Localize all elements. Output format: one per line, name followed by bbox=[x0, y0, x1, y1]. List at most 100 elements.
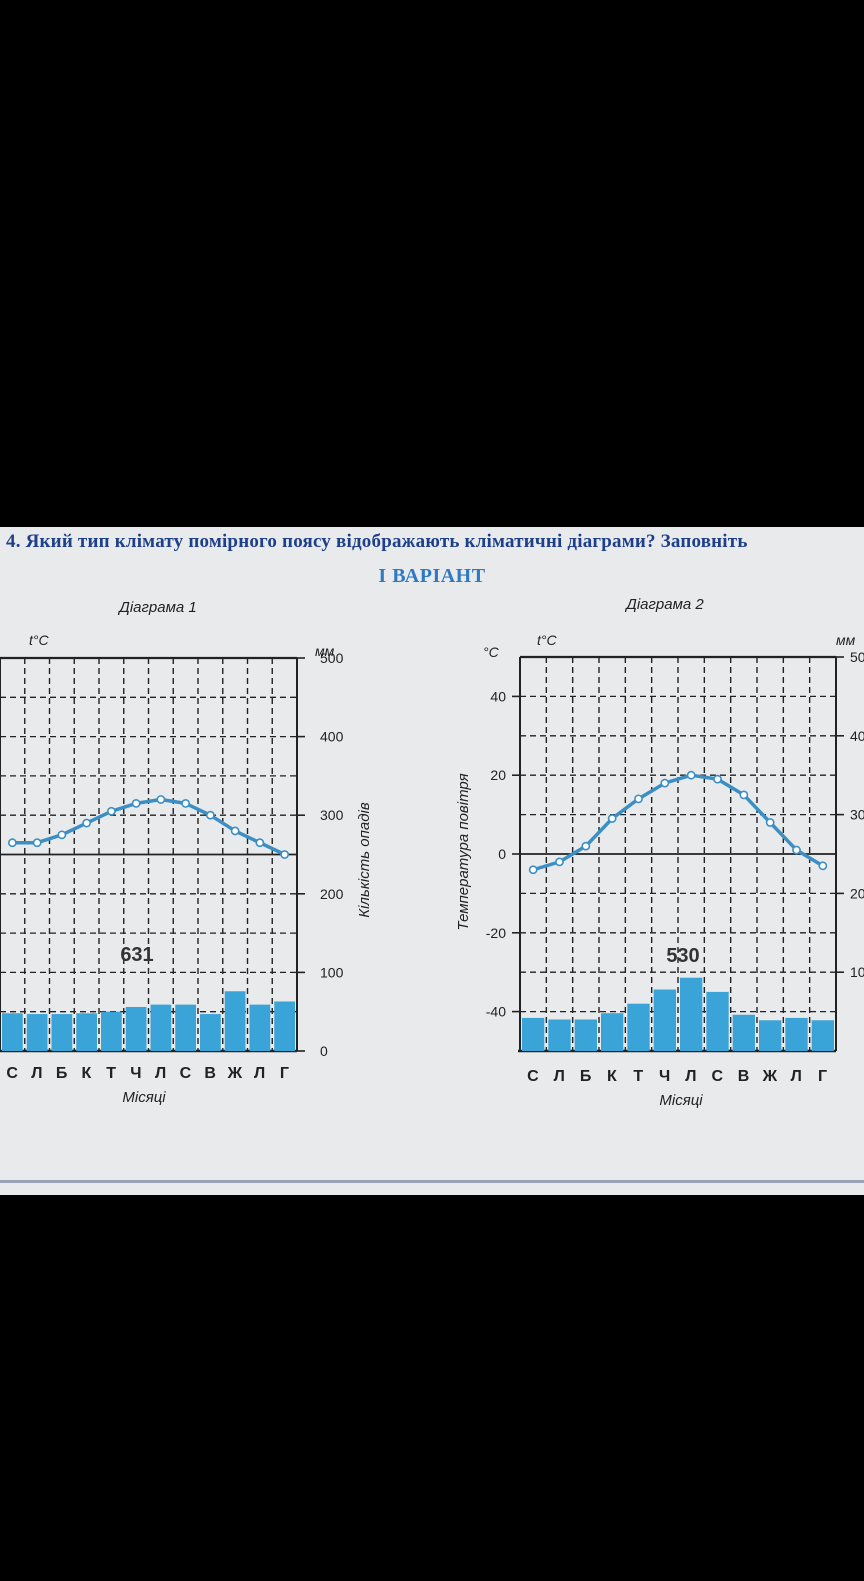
precip-bar bbox=[706, 991, 729, 1051]
precip-bar bbox=[680, 977, 703, 1051]
chart2-x-axis-label: Місяці bbox=[659, 1092, 703, 1109]
precip-bar bbox=[759, 1020, 782, 1051]
chart1-annual-total: 631 bbox=[120, 944, 153, 966]
variant-heading: І ВАРІАНТ bbox=[378, 565, 486, 587]
temp-tick-label: -40 bbox=[486, 1004, 506, 1020]
precip-bar bbox=[76, 1013, 97, 1051]
precip-bar bbox=[601, 1013, 624, 1051]
temp-point bbox=[660, 778, 670, 788]
temp-point bbox=[82, 818, 92, 828]
month-label: К bbox=[607, 1068, 617, 1085]
temp-tick-label: 40 bbox=[490, 688, 506, 704]
temp-tick-label: -20 bbox=[486, 925, 506, 941]
month-label: Т bbox=[633, 1068, 643, 1085]
temp-point bbox=[765, 818, 775, 827]
month-label: С bbox=[6, 1065, 18, 1082]
month-label: Л bbox=[254, 1065, 266, 1082]
temp-point bbox=[57, 830, 67, 840]
precip-bar bbox=[522, 1017, 545, 1051]
precip-tick-label: 200 bbox=[320, 886, 344, 902]
precip-bar bbox=[732, 1014, 755, 1051]
precip-tick-label: 500 bbox=[850, 649, 864, 665]
precip-tick-label: 400 bbox=[320, 729, 344, 745]
chart1-temp-line bbox=[7, 795, 290, 859]
month-label: Л bbox=[31, 1065, 43, 1082]
chart2-annual-total: 530 bbox=[666, 945, 699, 967]
chart2-precip-unit: мм bbox=[836, 632, 856, 648]
month-label: Б bbox=[580, 1068, 592, 1085]
month-label: Г bbox=[818, 1068, 828, 1085]
chart2-temp-ticks: 40 20 0 -20 -40 bbox=[486, 688, 520, 1020]
temp-point bbox=[818, 861, 828, 871]
chart2-grid bbox=[518, 655, 837, 1053]
temp-point bbox=[255, 838, 265, 848]
precip-tick-label: 500 bbox=[320, 650, 344, 666]
temp-curve bbox=[532, 773, 824, 872]
temp-point bbox=[205, 810, 215, 820]
question-text: 4. Який тип клімату помірного поясу відо… bbox=[6, 531, 748, 552]
chart1-precip-bars bbox=[2, 991, 295, 1051]
precip-bar bbox=[811, 1020, 834, 1051]
precip-bar bbox=[101, 1011, 122, 1051]
temp-point bbox=[528, 865, 538, 875]
temp-curve bbox=[12, 797, 286, 857]
month-label: Ж bbox=[762, 1068, 778, 1085]
chart1-precip-unit: мм bbox=[315, 643, 335, 659]
month-label: В bbox=[204, 1065, 216, 1082]
temp-point bbox=[230, 826, 240, 836]
precip-bar bbox=[150, 1004, 172, 1051]
month-label: Л bbox=[685, 1068, 697, 1085]
month-label: К bbox=[81, 1065, 91, 1082]
precip-tick-label: 0 bbox=[320, 1043, 328, 1059]
chart1-x-axis-label: Місяці bbox=[122, 1089, 166, 1106]
temp-point bbox=[581, 841, 591, 851]
precip-tick-label: 100 bbox=[850, 964, 864, 980]
chart2-temp-axis-label: Температура повітря bbox=[455, 773, 472, 930]
chart2-temp-line bbox=[528, 770, 828, 875]
temp-point bbox=[156, 795, 166, 804]
temp-point bbox=[181, 799, 191, 808]
precip-tick-label: 100 bbox=[320, 964, 344, 980]
month-label: Л bbox=[155, 1065, 167, 1082]
temp-point bbox=[106, 806, 116, 816]
temp-point bbox=[555, 857, 564, 867]
precip-bar bbox=[26, 1014, 48, 1051]
precip-bar bbox=[125, 1006, 147, 1051]
precip-bar bbox=[200, 1014, 221, 1051]
month-label: Г bbox=[280, 1065, 290, 1082]
precip-bar bbox=[785, 1017, 808, 1051]
month-label: С bbox=[711, 1068, 723, 1085]
temp-point bbox=[739, 790, 749, 800]
precip-bar bbox=[653, 989, 676, 1051]
precip-bar bbox=[274, 1001, 295, 1051]
chart1-precip-ticks: 0 100 200 300 400 500 bbox=[297, 650, 344, 1059]
temp-point bbox=[607, 814, 617, 823]
precip-bar bbox=[224, 991, 246, 1051]
precip-bar bbox=[249, 1004, 271, 1051]
temp-point bbox=[792, 845, 801, 855]
month-label: Л bbox=[791, 1068, 803, 1085]
chart2-precip-bars bbox=[522, 977, 834, 1051]
precip-bar bbox=[51, 1014, 73, 1051]
precip-bar bbox=[548, 1019, 571, 1051]
month-label: Б bbox=[56, 1065, 68, 1082]
month-label: С bbox=[180, 1065, 192, 1082]
chart1-temp-unit: t°C bbox=[29, 632, 49, 648]
temp-point bbox=[32, 838, 42, 848]
precip-tick-label: 300 bbox=[850, 807, 864, 823]
temp-tick-label: 0 bbox=[498, 846, 506, 862]
chart1-grid bbox=[0, 656, 298, 1053]
temp-point bbox=[686, 770, 696, 780]
precip-bar bbox=[175, 1004, 196, 1051]
precip-bar bbox=[2, 1013, 23, 1051]
temp-point bbox=[634, 794, 643, 804]
temp-point bbox=[713, 774, 722, 784]
chart2-title: Діаграма 2 bbox=[624, 596, 704, 613]
page-bottom-rule bbox=[0, 1180, 864, 1183]
worksheet-page bbox=[0, 527, 864, 1195]
